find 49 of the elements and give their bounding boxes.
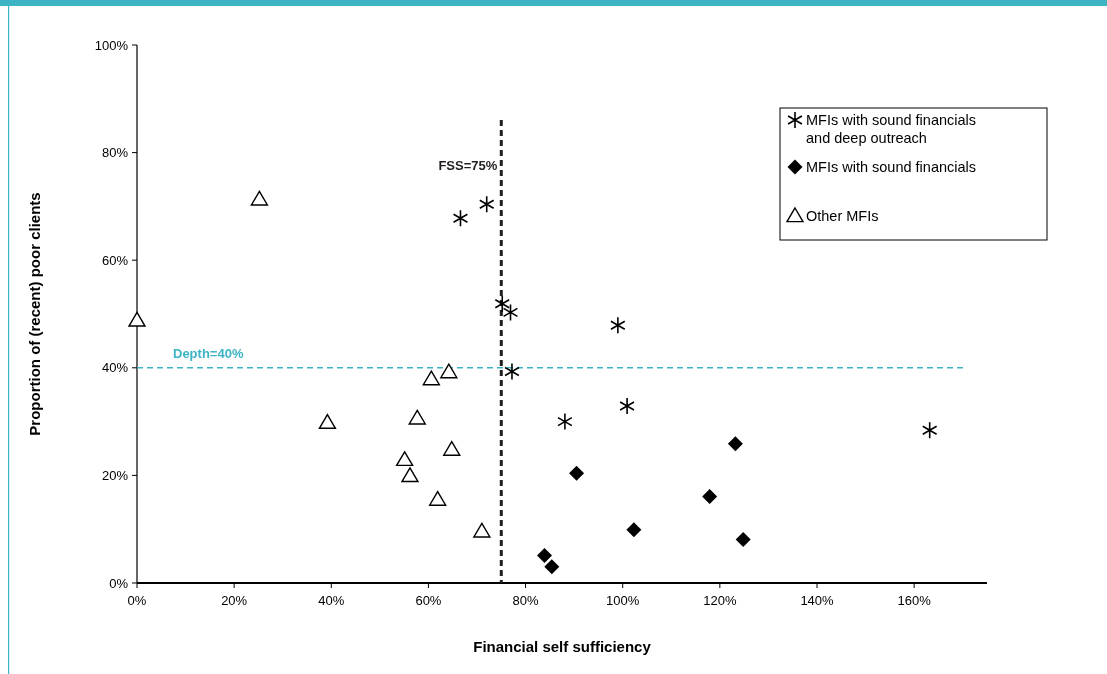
point xyxy=(626,522,642,538)
point xyxy=(128,311,146,327)
legend-label: Other MFIs xyxy=(806,208,879,225)
y-tick-label: 100% xyxy=(94,37,129,53)
x-tick-label: 0% xyxy=(127,593,147,608)
y-tick-label: 60% xyxy=(101,252,129,268)
point xyxy=(408,409,426,425)
x-tick-label: 80% xyxy=(512,593,540,608)
point xyxy=(569,465,585,481)
point xyxy=(395,451,414,467)
y-tick-label: 80% xyxy=(101,145,129,161)
x-axis-title: Financial self sufficiency xyxy=(473,638,652,655)
x-tick-label: 120% xyxy=(703,593,737,608)
y-tick-label: 20% xyxy=(101,467,129,483)
point xyxy=(921,421,938,440)
point xyxy=(250,190,269,206)
x-tick-label: 140% xyxy=(800,593,835,608)
point xyxy=(502,303,519,322)
x-tick-label: 160% xyxy=(897,593,932,608)
legend-label: MFIs with sound financials xyxy=(806,159,977,176)
x-tick-label: 60% xyxy=(415,593,442,608)
point xyxy=(422,370,441,386)
point xyxy=(443,440,461,456)
point xyxy=(727,436,743,452)
ref-line-label: Depth=40% xyxy=(173,345,244,361)
y-tick-label: 0% xyxy=(109,575,129,591)
point xyxy=(452,209,469,228)
x-tick-label: 20% xyxy=(221,593,248,608)
point xyxy=(478,195,495,214)
x-tick-label: 100% xyxy=(606,593,640,608)
point xyxy=(619,397,635,415)
point xyxy=(318,413,337,429)
point xyxy=(473,522,491,538)
point xyxy=(610,316,626,335)
point xyxy=(537,548,553,564)
point xyxy=(504,362,520,381)
point xyxy=(494,294,510,313)
point xyxy=(544,559,560,575)
point xyxy=(401,467,419,483)
legend-label: MFIs with sound financials and deep outreach xyxy=(806,112,977,147)
point xyxy=(735,531,751,547)
y-tick-label: 40% xyxy=(101,360,129,376)
point xyxy=(702,488,718,504)
ref-line-label: FSS=75% xyxy=(438,158,498,173)
point xyxy=(440,363,458,379)
y-axis-title: Proportion of (recent) poor clients xyxy=(26,192,43,436)
point xyxy=(428,490,447,506)
x-tick-label: 40% xyxy=(318,593,345,608)
point xyxy=(557,412,573,431)
